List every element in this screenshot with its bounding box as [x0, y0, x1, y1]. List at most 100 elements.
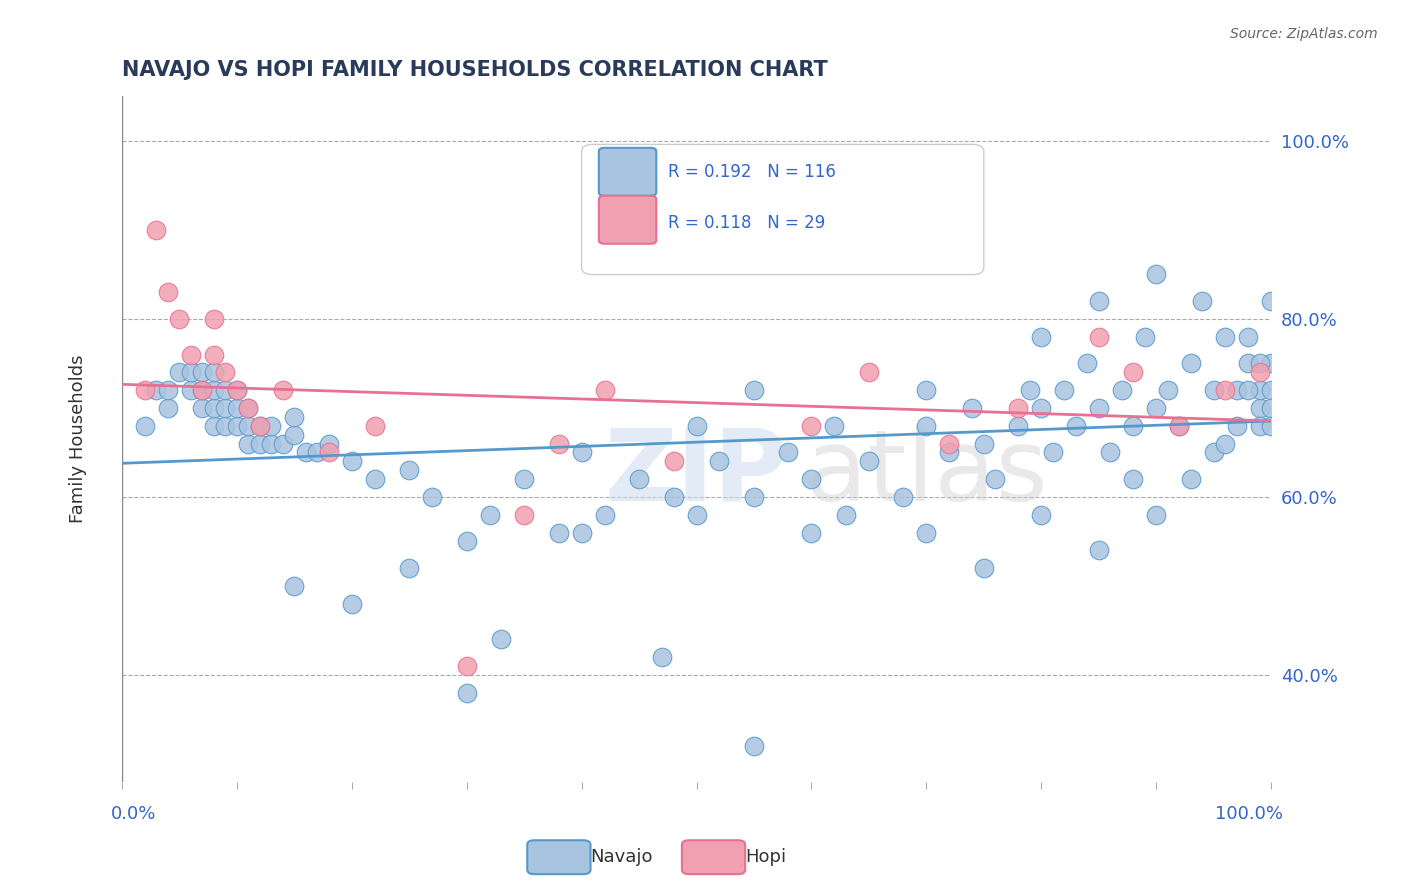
Point [1202, 445, 1225, 459]
Point [513, 508, 536, 522]
Point [984, 472, 1007, 486]
Point [547, 436, 569, 450]
Point [915, 418, 938, 433]
Point [214, 418, 236, 433]
Point [662, 454, 685, 468]
Point [340, 597, 363, 611]
Point [628, 472, 651, 486]
Point [1168, 418, 1191, 433]
Point [1122, 365, 1144, 379]
Point [1213, 329, 1236, 343]
Point [145, 383, 167, 397]
Point [962, 401, 984, 415]
Point [249, 436, 271, 450]
Point [938, 436, 960, 450]
Point [1249, 401, 1271, 415]
Point [1213, 383, 1236, 397]
Point [364, 418, 387, 433]
Point [1133, 329, 1156, 343]
Point [1144, 401, 1167, 415]
Point [318, 445, 340, 459]
Point [800, 525, 823, 540]
Point [1260, 356, 1282, 370]
Point [685, 418, 707, 433]
Text: 0.0%: 0.0% [111, 805, 156, 823]
Text: R = 0.118   N = 29: R = 0.118 N = 29 [668, 214, 825, 232]
Point [307, 445, 329, 459]
Point [1180, 356, 1202, 370]
Point [238, 401, 260, 415]
Point [271, 436, 294, 450]
Point [1031, 508, 1053, 522]
Text: Source: ZipAtlas.com: Source: ZipAtlas.com [1230, 27, 1378, 41]
Text: Navajo: Navajo [591, 848, 652, 866]
Point [1191, 294, 1213, 309]
Point [1249, 418, 1271, 433]
Point [1087, 543, 1109, 558]
Point [169, 365, 191, 379]
Point [283, 409, 305, 424]
Point [973, 561, 995, 575]
Point [1260, 383, 1282, 397]
Point [225, 383, 247, 397]
Point [1260, 294, 1282, 309]
Point [778, 445, 800, 459]
Point [478, 508, 501, 522]
Point [214, 383, 236, 397]
Point [260, 418, 283, 433]
Point [1156, 383, 1178, 397]
Point [858, 365, 880, 379]
Point [547, 525, 569, 540]
Point [1237, 383, 1260, 397]
Point [202, 401, 225, 415]
Point [1202, 383, 1225, 397]
FancyBboxPatch shape [582, 145, 984, 275]
Point [180, 347, 202, 361]
Point [134, 383, 156, 397]
Point [1226, 383, 1249, 397]
Text: Hopi: Hopi [745, 848, 786, 866]
Text: R = 0.192   N = 116: R = 0.192 N = 116 [668, 163, 835, 181]
Point [456, 686, 478, 700]
Point [1144, 508, 1167, 522]
Point [191, 401, 214, 415]
Point [249, 418, 271, 433]
Point [134, 418, 156, 433]
Text: atlas: atlas [806, 425, 1047, 522]
Point [938, 445, 960, 459]
Point [685, 508, 707, 522]
Point [835, 508, 858, 522]
Point [1031, 329, 1053, 343]
Point [1076, 356, 1098, 370]
Point [571, 445, 593, 459]
FancyBboxPatch shape [599, 196, 657, 244]
Point [456, 659, 478, 673]
Point [202, 383, 225, 397]
Point [1249, 365, 1271, 379]
Point [1031, 401, 1053, 415]
Point [180, 365, 202, 379]
Point [398, 561, 420, 575]
Point [1180, 472, 1202, 486]
Point [742, 739, 765, 753]
Point [1226, 418, 1249, 433]
Point [225, 383, 247, 397]
Point [156, 401, 179, 415]
Point [973, 436, 995, 450]
Point [1053, 383, 1076, 397]
Point [915, 525, 938, 540]
Point [742, 383, 765, 397]
Point [513, 472, 536, 486]
Point [1213, 436, 1236, 450]
Point [1260, 418, 1282, 433]
Point [1087, 294, 1109, 309]
Point [823, 418, 845, 433]
Point [202, 418, 225, 433]
Point [145, 223, 167, 237]
Point [283, 427, 305, 442]
Point [1064, 418, 1087, 433]
Point [214, 365, 236, 379]
Point [214, 401, 236, 415]
Point [398, 463, 420, 477]
Point [1099, 445, 1122, 459]
